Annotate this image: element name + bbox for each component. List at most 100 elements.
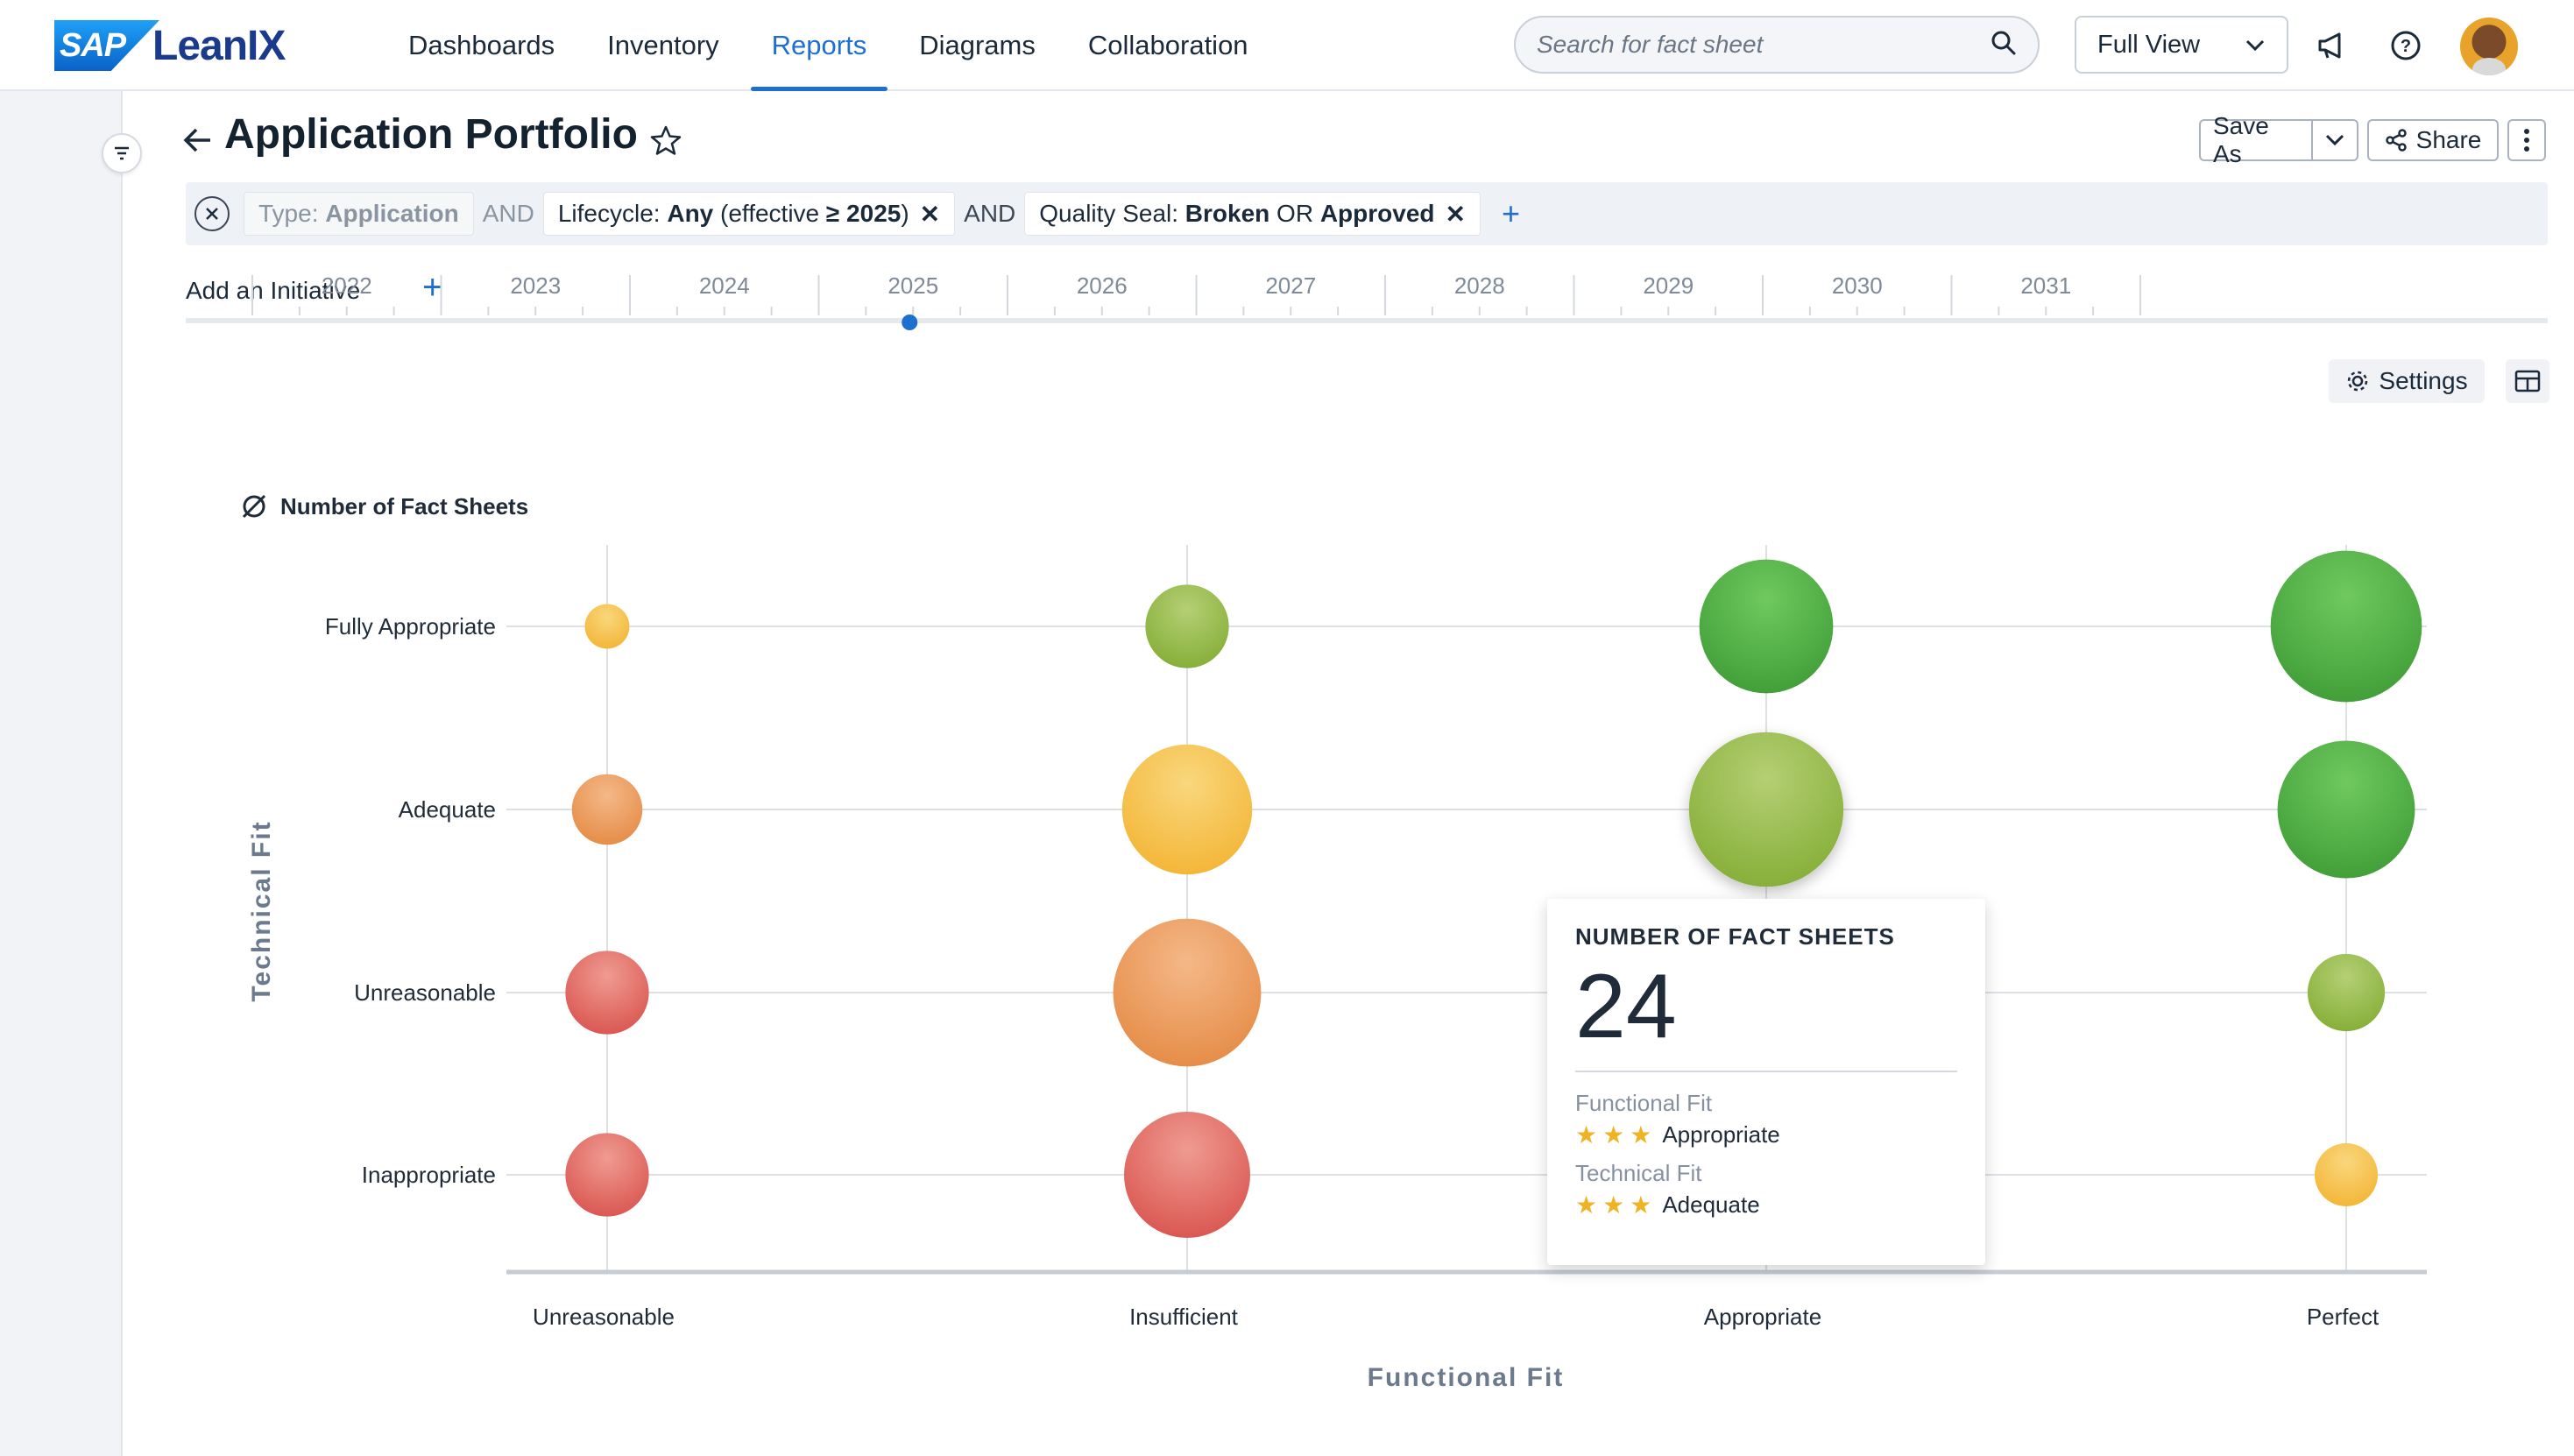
bubble[interactable] [2270,550,2422,703]
remove-filter-icon[interactable]: ✕ [919,200,941,228]
timeline-year-label[interactable]: 2024 [699,272,750,299]
bubble[interactable] [1124,1112,1250,1238]
timeline-year-label[interactable]: 2022 [322,272,372,299]
timeline-year-label[interactable]: 2029 [1643,272,1694,299]
tooltip-technical-value: Adequate [1662,1191,1760,1219]
timeline[interactable]: 2022 2023 2024 2025 2026 2027 2028 2029 2030 2031 [186,263,2548,333]
x-tick-label: Insufficient [1129,1304,1239,1330]
add-initiative-icon[interactable]: + [422,268,443,307]
bubble[interactable] [1121,744,1253,875]
filter-chip-lifecycle[interactable]: Lifecycle: Any (effective ≥ 2025) ✕ [542,192,956,236]
chart-tooltip: NUMBER OF FACT SHEETS 24 Functional Fit … [1547,899,1985,1265]
tooltip-divider [1575,1071,1957,1073]
product-name: LeanIX [152,22,286,69]
filter-chip-type[interactable]: Type: Application [244,192,474,236]
bubble[interactable] [2277,740,2415,879]
help-icon[interactable]: ? [2387,26,2425,65]
filter-lifecycle-detail-pre: (effective [720,200,820,227]
settings-label: Settings [2379,367,2468,394]
timeline-year-label[interactable]: 2023 [510,272,561,299]
share-label: Share [2415,126,2482,153]
nav-collaboration[interactable]: Collaboration [1087,30,1248,60]
filter-quality-v1: Broken [1184,200,1270,227]
bubble[interactable] [1145,584,1229,668]
search-input[interactable] [1537,31,1991,59]
filter-quality-key: Quality Seal: [1039,200,1179,227]
clear-filters-icon[interactable] [194,196,230,231]
y-tick-label: Unreasonable [354,979,496,1006]
share-icon [2385,129,2407,152]
timeline-year-label[interactable]: 2025 [887,272,938,299]
x-tick-label: Appropriate [1704,1304,1821,1330]
table-view-button[interactable] [2506,359,2549,403]
legend-label: Number of Fact Sheets [280,492,529,519]
filter-bar: Type: Application AND Lifecycle: Any (ef… [186,182,2548,245]
chart-legend: Number of Fact Sheets [240,492,528,520]
tooltip-technical-row: ★ ★ ★ Adequate [1575,1191,1957,1219]
nav-dashboards[interactable]: Dashboards [408,30,555,60]
chevron-down-icon [2245,31,2266,60]
leanix-logo[interactable]: SAP LeanIX [54,19,286,72]
timeline-year-label[interactable]: 2026 [1077,272,1128,299]
star-icon: ★ [1575,1121,1598,1149]
nav-reports[interactable]: Reports [746,0,894,91]
nav-diagrams[interactable]: Diagrams [919,30,1036,60]
filter-type-value: Application [325,200,459,227]
star-icon: ★ [1575,1191,1598,1219]
y-tick-label: Fully Appropriate [325,613,496,640]
top-bar: SAP LeanIX Dashboards Inventory Reports … [0,0,2574,91]
view-select[interactable]: Full View [2075,16,2288,74]
svg-text:?: ? [2401,37,2411,56]
view-select-value: Full View [2097,30,2201,59]
y-axis-title: Technical Fit [247,820,276,1001]
timeline-year-label[interactable]: 2028 [1454,272,1505,299]
favorite-star-icon[interactable] [650,124,682,156]
user-avatar[interactable] [2460,18,2518,75]
bubble[interactable] [2315,1143,2378,1206]
search-box [1514,16,2040,74]
star-icon: ★ [1630,1191,1652,1219]
nav-inventory[interactable]: Inventory [607,30,719,60]
add-initiative-label[interactable]: Add an Initiative [186,277,361,304]
megaphone-icon[interactable] [2313,26,2351,65]
bubble[interactable] [2307,953,2386,1032]
filter-quality-v2: Approved [1319,200,1435,227]
back-arrow-icon[interactable] [180,123,216,158]
timeline-current-marker[interactable] [902,315,918,330]
settings-button[interactable]: Settings [2329,359,2485,403]
more-options-button[interactable] [2507,119,2546,161]
filter-chip-quality-seal[interactable]: Quality Seal: Broken OR Approved ✕ [1024,192,1481,236]
bubble[interactable] [1688,732,1844,887]
more-vertical-icon [2524,129,2529,152]
tooltip-title: NUMBER OF FACT SHEETS [1575,923,1895,950]
bubble[interactable] [565,951,649,1035]
tooltip-value: 24 [1575,956,1677,1057]
timeline-year-label[interactable]: 2030 [1832,272,1883,299]
tooltip-functional-value: Appropriate [1662,1121,1780,1149]
filter-panel-toggle-icon[interactable] [102,133,142,173]
search-icon[interactable] [1991,30,2017,60]
tooltip-functional-label: Functional Fit [1575,1090,1713,1117]
add-filter-icon[interactable]: + [1501,195,1521,231]
save-options-button[interactable] [2311,119,2358,161]
filter-conjunction: AND [482,200,534,227]
bubble[interactable] [571,774,643,845]
timeline-year-label[interactable]: 2027 [1265,272,1316,299]
filter-conjunction: AND [964,200,1016,227]
bubble[interactable] [1699,559,1834,694]
diameter-icon [242,494,266,519]
gear-icon [2348,371,2368,392]
star-icon: ★ [1602,1191,1625,1219]
filter-lifecycle-key: Lifecycle: [557,200,661,227]
bubble[interactable] [584,604,630,649]
x-tick-label: Perfect [2307,1304,2380,1330]
remove-filter-icon[interactable]: ✕ [1445,200,1466,228]
timeline-year-label[interactable]: 2031 [2020,272,2071,299]
main-nav: Dashboards Inventory Reports Diagrams Co… [382,0,1275,91]
share-button[interactable]: Share [2367,119,2499,161]
bubble[interactable] [565,1133,649,1217]
star-icon: ★ [1602,1121,1625,1149]
y-tick-label: Adequate [399,796,496,823]
x-tick-label: Unreasonable [533,1304,675,1330]
bubble[interactable] [1113,918,1262,1067]
